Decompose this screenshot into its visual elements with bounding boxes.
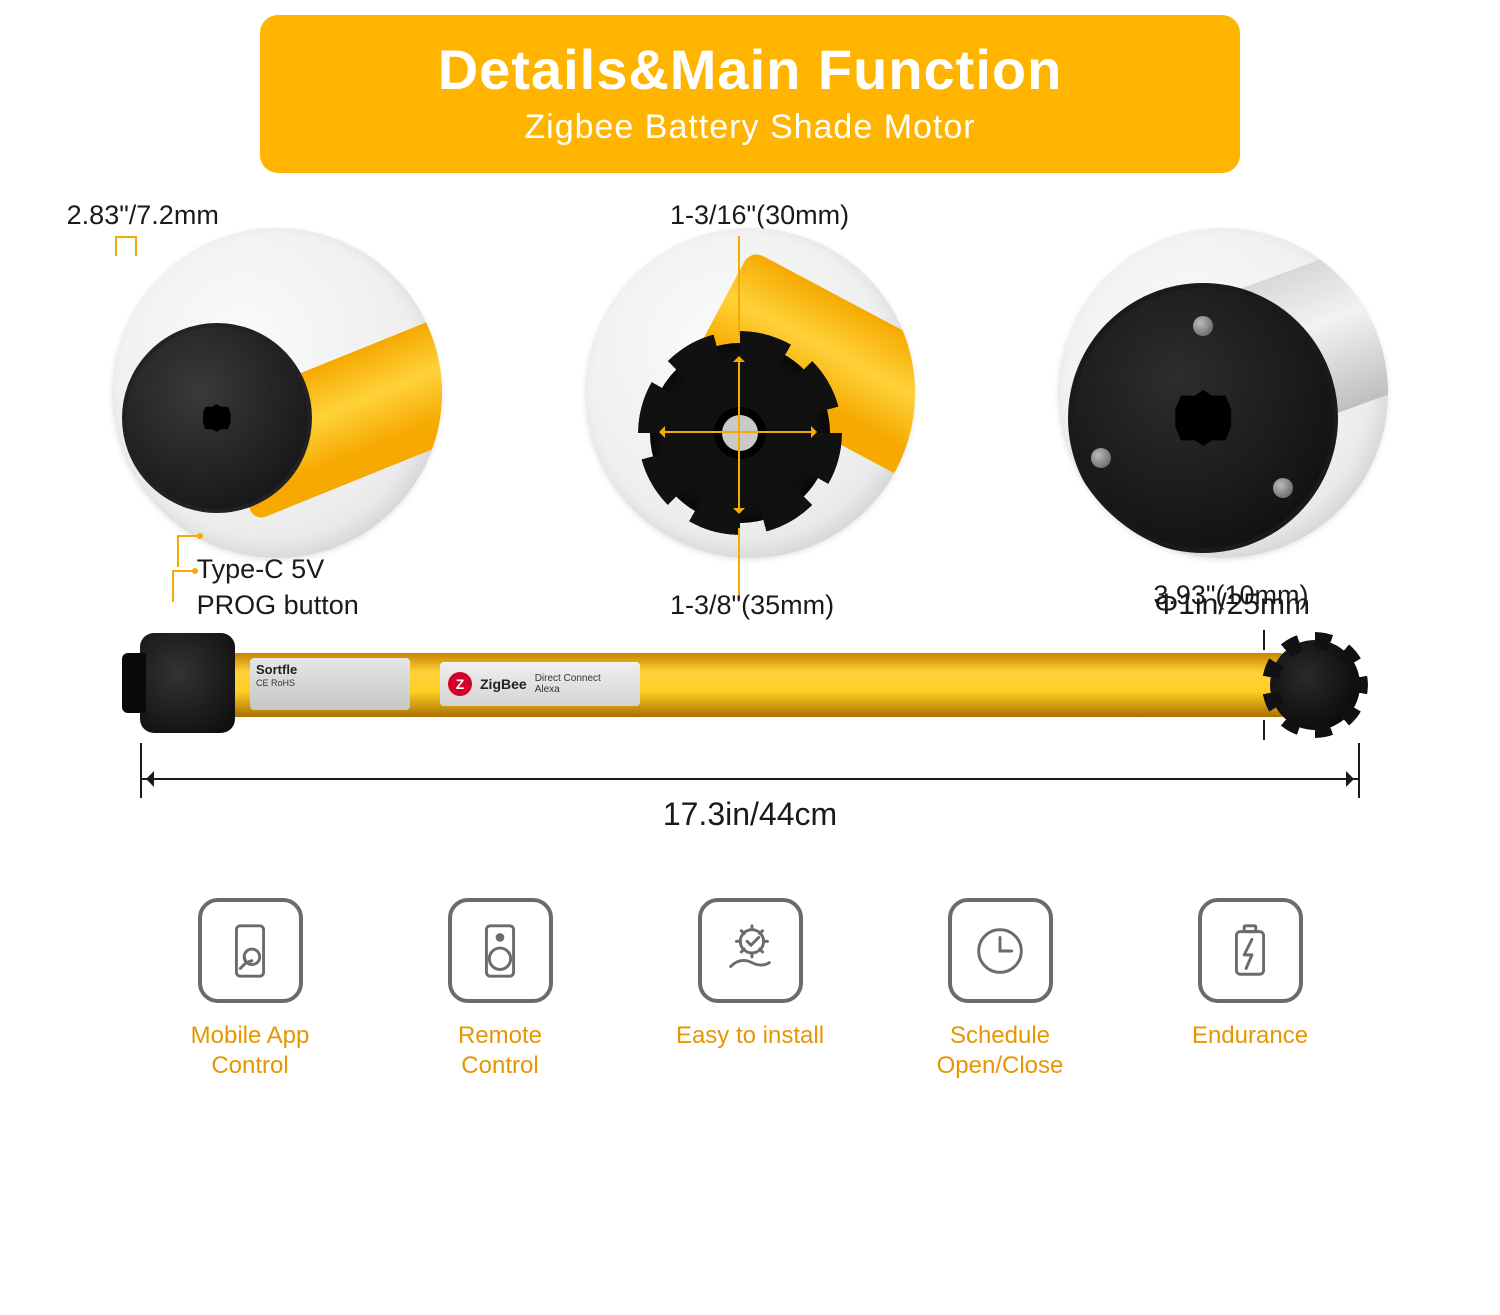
clock-icon (948, 898, 1053, 1003)
length-label: 17.3in/44cm (140, 796, 1360, 833)
feature-label: Mobile AppControl (191, 1021, 310, 1081)
remote-icon (448, 898, 553, 1003)
dim-label: 1-3/16"(30mm) (670, 200, 849, 231)
header-subtitle: Zigbee Battery Shade Motor (280, 108, 1220, 147)
detail-2: 1-3/16"(30mm) 1-3/8"(35mm) (550, 228, 950, 558)
detail-1: 2.83"/7.2mm Type-C 5V PROG button (77, 228, 477, 558)
detail-circles-row: 2.83"/7.2mm Type-C 5V PROG button 1-3/16… (40, 228, 1460, 558)
feature-mobile-app: Mobile AppControl (170, 898, 330, 1081)
zigbee-text: ZigBee (480, 676, 527, 692)
cert-text: CE RoHS (256, 678, 295, 688)
brand-text: Sortfle (256, 662, 404, 678)
diameter-label: Φ1in/25mm (1154, 588, 1310, 622)
feature-remote: RemoteControl (420, 898, 580, 1081)
annot-prog: PROG button (197, 590, 359, 621)
detail-image-1 (112, 228, 442, 558)
header-title: Details&Main Function (280, 37, 1220, 102)
feature-endurance: Endurance (1170, 898, 1330, 1081)
feature-schedule: ScheduleOpen/Close (920, 898, 1080, 1081)
zigbee-sub: Alexa (535, 684, 601, 695)
mobile-app-icon (198, 898, 303, 1003)
annot-typec: Type-C 5V (197, 554, 325, 585)
header-banner: Details&Main Function Zigbee Battery Sha… (260, 15, 1240, 173)
feature-label: Easy to install (676, 1021, 824, 1051)
dim-label: 2.83"/7.2mm (67, 200, 219, 231)
spec-label: Sortfle CE RoHS (250, 658, 410, 710)
install-icon (698, 898, 803, 1003)
feature-label: Endurance (1192, 1021, 1308, 1051)
feature-label: ScheduleOpen/Close (937, 1021, 1064, 1081)
detail-image-2 (585, 228, 915, 558)
battery-icon (1198, 898, 1303, 1003)
full-motor-diagram: Φ1in/25mm Sortfle CE RoHS Z ZigBee Direc… (140, 628, 1360, 758)
dim-label: 1-3/8"(35mm) (670, 590, 834, 621)
feature-label: RemoteControl (458, 1021, 542, 1081)
features-row: Mobile AppControl RemoteControl Easy to … (0, 898, 1500, 1081)
feature-easy-install: Easy to install (670, 898, 830, 1081)
zigbee-sub: Direct Connect (535, 673, 601, 684)
zigbee-label: Z ZigBee Direct Connect Alexa (440, 662, 640, 706)
detail-3: 3.93"(10mm) (1023, 228, 1423, 558)
detail-image-3 (1058, 228, 1388, 558)
zigbee-icon: Z (448, 672, 472, 696)
